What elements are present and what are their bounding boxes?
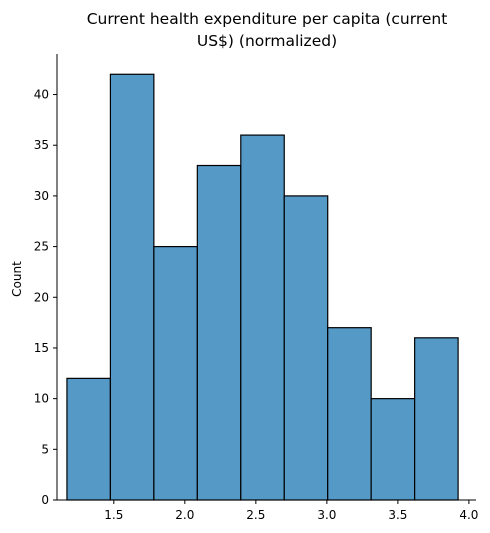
chart-title-line-2: US$) (normalized) <box>197 32 337 50</box>
y-axis-label: Count <box>10 261 24 297</box>
histogram-bar <box>283 195 329 501</box>
y-tick-label: 40 <box>34 88 49 102</box>
histogram-bar <box>414 337 459 501</box>
chart-title-line-1: Current health expenditure per capita (c… <box>87 10 448 28</box>
x-tick-label: 2.0 <box>175 508 194 522</box>
y-tick-label: 5 <box>41 442 49 456</box>
x-tick-label: 4.0 <box>459 508 478 522</box>
bars-group <box>66 73 459 501</box>
x-tick-label: 1.5 <box>104 508 123 522</box>
y-tick-label: 25 <box>34 240 49 254</box>
y-tick-label: 35 <box>34 138 49 152</box>
x-tick-label: 3.0 <box>317 508 336 522</box>
histogram-bar <box>327 327 372 501</box>
histogram-bar <box>153 245 198 501</box>
histogram-bar <box>109 73 155 501</box>
y-tick-label: 15 <box>34 341 49 355</box>
histogram-bar <box>370 398 416 501</box>
y-tick-label: 10 <box>34 392 49 406</box>
x-axis-ticks: 1.5 2.0 2.5 3.0 3.5 4.0 <box>104 500 478 522</box>
x-tick-label: 3.5 <box>388 508 407 522</box>
x-tick-label: 2.5 <box>246 508 265 522</box>
histogram-bar <box>66 377 112 501</box>
y-tick-label: 0 <box>41 493 49 507</box>
y-tick-label: 20 <box>34 290 49 304</box>
y-axis-ticks: 0 5 10 15 20 25 30 35 40 <box>34 88 57 507</box>
histogram-bar <box>196 164 242 501</box>
y-tick-label: 30 <box>34 189 49 203</box>
histogram-bar <box>240 134 285 501</box>
